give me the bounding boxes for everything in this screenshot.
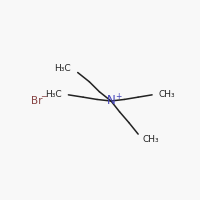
Text: H₃C: H₃C	[45, 90, 61, 99]
Text: −: −	[40, 92, 47, 101]
Text: CH₃: CH₃	[158, 90, 175, 99]
Text: CH₃: CH₃	[143, 135, 159, 144]
Text: +: +	[116, 92, 122, 101]
Text: H₃C: H₃C	[54, 64, 71, 73]
Text: N: N	[107, 95, 115, 108]
Text: Br: Br	[31, 96, 43, 106]
